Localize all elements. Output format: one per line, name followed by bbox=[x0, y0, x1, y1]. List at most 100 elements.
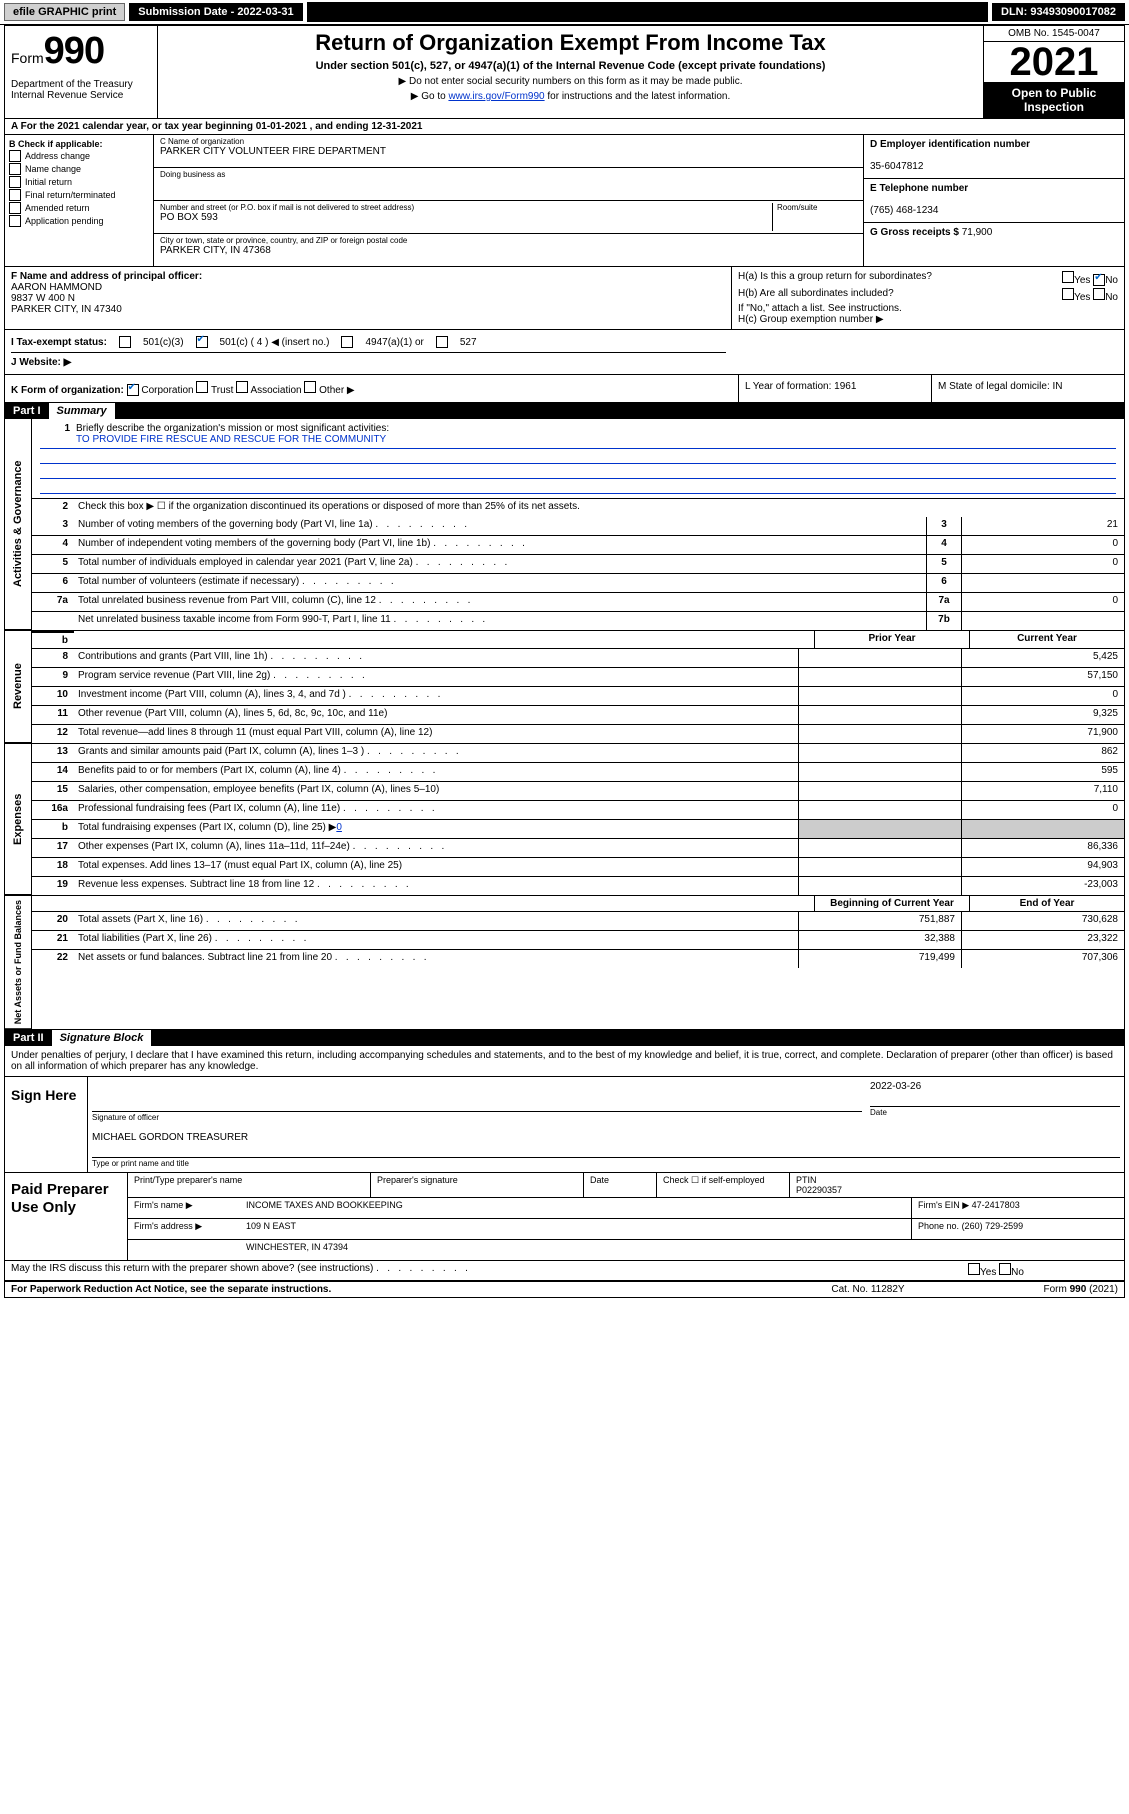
opt-amended-return: Amended return bbox=[25, 203, 90, 213]
checkbox-trust[interactable] bbox=[196, 381, 208, 393]
sign-date: 2022-03-26 bbox=[870, 1081, 1120, 1092]
checkbox-name-change[interactable] bbox=[9, 163, 21, 175]
section-h: H(a) Is this a group return for subordin… bbox=[731, 267, 1124, 329]
checkbox-address-change[interactable] bbox=[9, 150, 21, 162]
net-header: Beginning of Current Year End of Year bbox=[32, 896, 1124, 912]
checkbox-amended-return[interactable] bbox=[9, 202, 21, 214]
line-19-val: -23,003 bbox=[961, 877, 1124, 895]
mission-blank-1 bbox=[40, 449, 1116, 464]
col-prior-year: Prior Year bbox=[814, 631, 969, 648]
ha-yes: Yes bbox=[1074, 275, 1090, 286]
department-text: Department of the Treasury Internal Reve… bbox=[11, 79, 151, 101]
checkbox-other[interactable] bbox=[304, 381, 316, 393]
checkbox-application-pending[interactable] bbox=[9, 215, 21, 227]
line-8-prior bbox=[798, 649, 961, 667]
addr-label: Number and street (or P.O. box if mail i… bbox=[160, 203, 772, 212]
room-label: Room/suite bbox=[777, 203, 857, 212]
ein-value: 35-6047812 bbox=[870, 161, 923, 172]
checkbox-association[interactable] bbox=[236, 381, 248, 393]
checkbox-discuss-yes[interactable] bbox=[968, 1263, 980, 1275]
hb-text: H(b) Are all subordinates included? bbox=[738, 288, 894, 303]
checkbox-discuss-no[interactable] bbox=[999, 1263, 1011, 1275]
checkbox-501c3[interactable] bbox=[119, 336, 131, 348]
part2-label: Part II bbox=[5, 1030, 52, 1046]
officer-name: AARON HAMMOND bbox=[11, 282, 102, 293]
section-bcdeg: B Check if applicable: Address change Na… bbox=[5, 135, 1124, 267]
efile-print-button[interactable]: efile GRAPHIC print bbox=[4, 3, 125, 21]
section-f: F Name and address of principal officer:… bbox=[5, 267, 731, 329]
expenses-block: Expenses 13Grants and similar amounts pa… bbox=[5, 744, 1124, 896]
checkbox-501c[interactable] bbox=[196, 336, 208, 348]
hb-note: If "No," attach a list. See instructions… bbox=[738, 303, 1118, 314]
col-beginning: Beginning of Current Year bbox=[814, 896, 969, 911]
penalties-text: Under penalties of perjury, I declare th… bbox=[5, 1046, 1124, 1077]
line-18-text: Total expenses. Add lines 13–17 (must eq… bbox=[74, 858, 798, 876]
vtab-governance: Activities & Governance bbox=[5, 419, 31, 630]
checkbox-4947[interactable] bbox=[341, 336, 353, 348]
form-subtitle: Under section 501(c), 527, or 4947(a)(1)… bbox=[166, 60, 975, 72]
irs-link[interactable]: www.irs.gov/Form990 bbox=[448, 91, 544, 102]
phone-label: E Telephone number bbox=[870, 183, 968, 194]
checkbox-ha-no[interactable] bbox=[1093, 274, 1105, 286]
row-a-text: A For the 2021 calendar year, or tax yea… bbox=[11, 121, 422, 132]
section-k-label: K Form of organization: bbox=[11, 385, 124, 396]
revenue-header: b Prior Year Current Year bbox=[32, 631, 1124, 649]
form-note-link: ▶ Go to www.irs.gov/Form990 for instruct… bbox=[166, 91, 975, 102]
paid-preparer-content: Print/Type preparer's name Preparer's si… bbox=[127, 1173, 1124, 1260]
line-20-prior: 751,887 bbox=[798, 912, 961, 930]
footer-mid: Cat. No. 11282Y bbox=[768, 1284, 968, 1295]
line-21-prior: 32,388 bbox=[798, 931, 961, 949]
dln-badge: DLN: 93493090017082 bbox=[992, 3, 1125, 21]
vtab-revenue: Revenue bbox=[5, 631, 31, 743]
city-value: PARKER CITY, IN 47368 bbox=[160, 245, 857, 256]
line-6-text: Total number of volunteers (estimate if … bbox=[74, 574, 926, 592]
line-5-num: 5 bbox=[926, 555, 961, 573]
line-22-prior: 719,499 bbox=[798, 950, 961, 968]
mission-blank-3 bbox=[40, 479, 1116, 494]
ptin-label: PTIN bbox=[796, 1175, 817, 1185]
line-13-val: 862 bbox=[961, 744, 1124, 762]
checkbox-ha-yes[interactable] bbox=[1062, 271, 1074, 283]
line-16b-link[interactable]: 0 bbox=[336, 822, 342, 833]
line-12-text: Total revenue—add lines 8 through 11 (mu… bbox=[74, 725, 798, 743]
city-row: City or town, state or province, country… bbox=[154, 234, 863, 266]
line-13-prior bbox=[798, 744, 961, 762]
line-3-text: Number of voting members of the governin… bbox=[74, 517, 926, 535]
line-17-prior bbox=[798, 839, 961, 857]
checkbox-corporation[interactable] bbox=[127, 384, 139, 396]
discuss-no: No bbox=[1011, 1267, 1024, 1278]
line-6-val bbox=[961, 574, 1124, 592]
gross-receipts-label: G Gross receipts $ bbox=[870, 227, 959, 238]
checkbox-initial-return[interactable] bbox=[9, 176, 21, 188]
section-deg: D Employer identification number 35-6047… bbox=[863, 135, 1124, 266]
opt-corporation: Corporation bbox=[141, 385, 193, 396]
line-3-num: 3 bbox=[926, 517, 961, 535]
discuss-row: May the IRS discuss this return with the… bbox=[5, 1260, 1124, 1281]
mission-answer: TO PROVIDE FIRE RESCUE AND RESCUE FOR TH… bbox=[40, 434, 1116, 449]
checkbox-hb-no[interactable] bbox=[1093, 288, 1105, 300]
section-m: M State of legal domicile: IN bbox=[931, 375, 1124, 402]
section-klm: K Form of organization: Corporation Trus… bbox=[5, 375, 1124, 403]
checkbox-hb-yes[interactable] bbox=[1062, 288, 1074, 300]
form-title: Return of Organization Exempt From Incom… bbox=[166, 30, 975, 56]
line-8-val: 5,425 bbox=[961, 649, 1124, 667]
org-name-row: C Name of organization PARKER CITY VOLUN… bbox=[154, 135, 863, 168]
firm-name-label: Firm's name ▶ bbox=[128, 1198, 240, 1218]
checkbox-final-return[interactable] bbox=[9, 189, 21, 201]
line-11-val: 9,325 bbox=[961, 706, 1124, 724]
mission-box: 1Briefly describe the organization's mis… bbox=[32, 419, 1124, 499]
section-g: G Gross receipts $ 71,900 bbox=[864, 223, 1124, 266]
tax-year: 2021 bbox=[984, 42, 1124, 82]
line-11-prior bbox=[798, 706, 961, 724]
part1-label: Part I bbox=[5, 403, 49, 419]
dba-row: Doing business as bbox=[154, 168, 863, 201]
line-18-prior bbox=[798, 858, 961, 876]
firm-addr2: WINCHESTER, IN 47394 bbox=[240, 1240, 1124, 1260]
line-4-num: 4 bbox=[926, 536, 961, 554]
line-12-prior bbox=[798, 725, 961, 743]
toolbar-spacer bbox=[307, 2, 988, 22]
checkbox-527[interactable] bbox=[436, 336, 448, 348]
governance-block: Activities & Governance 1Briefly describ… bbox=[5, 419, 1124, 631]
sign-content: Signature of officer 2022-03-26 Date MIC… bbox=[87, 1077, 1124, 1172]
opt-4947: 4947(a)(1) or bbox=[365, 337, 423, 348]
